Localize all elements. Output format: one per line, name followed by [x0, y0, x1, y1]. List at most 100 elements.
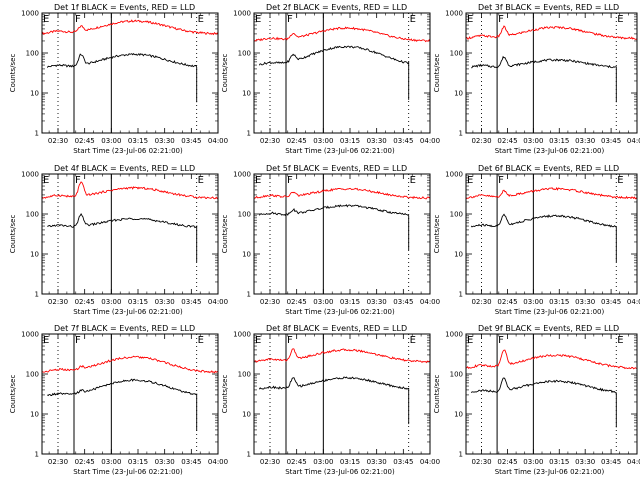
plot-frame	[41, 12, 219, 134]
marker-e: E	[467, 175, 473, 186]
x-tick-label: 04:00	[208, 137, 228, 145]
x-tick-label: 03:15	[549, 137, 569, 145]
x-tick-label: 03:30	[155, 298, 175, 306]
x-axis-label: Start Time (23-Jul-06 02:21:00)	[285, 308, 395, 316]
x-tick-label: 02:30	[260, 298, 280, 306]
lld-series-line	[465, 186, 638, 200]
events-series-line	[258, 376, 410, 425]
marker-e: E	[410, 14, 416, 25]
y-axis-label: Counts/sec	[221, 54, 229, 93]
y-tick-label: 10	[454, 411, 463, 419]
events-series-line	[46, 52, 198, 103]
x-tick-label: 03:45	[393, 458, 413, 466]
y-axis-label: Counts/sec	[9, 54, 17, 93]
x-axis-label: Start Time (23-Jul-06 02:21:00)	[495, 468, 605, 476]
x-tick-label: 02:45	[75, 137, 95, 145]
x-tick-label: 03:45	[181, 298, 201, 306]
x-tick-label: 02:45	[75, 298, 95, 306]
x-tick-label: 02:45	[287, 458, 307, 466]
x-tick-label: 03:45	[601, 137, 621, 145]
panel-det-6: Det 6f BLACK = Events, RED = LLD Start Ti…	[433, 164, 640, 316]
x-tick-label: 03:45	[393, 298, 413, 306]
x-tick-label: 04:00	[420, 298, 440, 306]
lld-series-line	[465, 25, 638, 40]
plot-frame	[253, 173, 431, 295]
panel-title: Det 1f BLACK = Events, RED = LLD	[54, 3, 195, 12]
x-tick-label: 03:45	[393, 137, 413, 145]
y-tick-label: 10	[454, 251, 463, 259]
plot-frame	[41, 173, 219, 295]
y-tick-label: 1	[247, 130, 251, 138]
panel-det-5: Det 5f BLACK = Events, RED = LLD Start Ti…	[221, 164, 440, 316]
y-tick-label: 100	[450, 50, 463, 58]
x-tick-label: 02:30	[471, 137, 491, 145]
y-tick-label: 1	[247, 451, 251, 459]
marker-e: E	[410, 175, 416, 186]
x-tick-label: 04:00	[208, 458, 228, 466]
events-series-line	[471, 55, 617, 103]
y-tick-label: 1	[35, 291, 39, 299]
x-tick-label: 03:15	[128, 137, 148, 145]
x-tick-label: 03:45	[181, 137, 201, 145]
y-tick-label: 1000	[445, 171, 463, 179]
x-tick-label: 03:00	[101, 137, 121, 145]
lld-series-line	[41, 181, 219, 200]
x-tick-label: 02:45	[497, 458, 517, 466]
y-tick-label: 1000	[21, 10, 39, 18]
x-tick-label: 04:00	[627, 137, 640, 145]
y-tick-label: 10	[30, 90, 39, 98]
plot-frame	[465, 173, 638, 295]
y-tick-label: 10	[454, 90, 463, 98]
x-tick-label: 04:00	[627, 298, 640, 306]
x-tick-label: 02:45	[497, 298, 517, 306]
marker-e: E	[43, 14, 49, 25]
y-tick-label: 1	[459, 291, 463, 299]
y-axis-label: Counts/sec	[433, 215, 441, 254]
y-axis-label: Counts/sec	[9, 375, 17, 414]
marker-e: E	[617, 14, 623, 25]
panel-title: Det 5f BLACK = Events, RED = LLD	[266, 164, 407, 173]
x-axis-label: Start Time (23-Jul-06 02:21:00)	[495, 147, 605, 155]
marker-f: F	[498, 175, 504, 186]
y-tick-label: 1	[247, 291, 251, 299]
x-tick-label: 02:30	[48, 137, 68, 145]
y-tick-label: 10	[30, 411, 39, 419]
y-axis-label: Counts/sec	[433, 54, 441, 93]
x-tick-label: 03:45	[601, 458, 621, 466]
plot-frame	[465, 12, 638, 134]
y-tick-label: 1000	[233, 171, 251, 179]
marker-e: E	[43, 175, 49, 186]
x-tick-label: 03:15	[549, 298, 569, 306]
x-tick-label: 03:15	[549, 458, 569, 466]
x-tick-label: 03:30	[575, 458, 595, 466]
lld-series-line	[253, 26, 431, 43]
lld-series-line	[465, 349, 637, 370]
y-tick-label: 1	[459, 451, 463, 459]
x-tick-label: 03:30	[367, 137, 387, 145]
x-tick-label: 03:15	[340, 137, 360, 145]
events-series-line	[258, 45, 410, 100]
x-tick-label: 02:30	[48, 458, 68, 466]
marker-f: F	[287, 175, 293, 186]
x-tick-label: 03:30	[367, 298, 387, 306]
x-tick-label: 02:30	[48, 298, 68, 306]
x-tick-label: 03:30	[575, 137, 595, 145]
marker-f: F	[287, 335, 293, 346]
x-tick-label: 03:30	[575, 298, 595, 306]
y-tick-label: 10	[242, 251, 251, 259]
x-axis-label: Start Time (23-Jul-06 02:21:00)	[285, 147, 395, 155]
x-tick-label: 03:30	[367, 458, 387, 466]
marker-f: F	[75, 175, 81, 186]
y-tick-label: 1	[35, 130, 39, 138]
marker-e: E	[617, 335, 623, 346]
panel-title: Det 3f BLACK = Events, RED = LLD	[478, 3, 619, 12]
x-tick-label: 03:15	[128, 298, 148, 306]
y-tick-label: 100	[26, 371, 39, 379]
marker-f: F	[287, 14, 293, 25]
x-tick-label: 03:15	[340, 458, 360, 466]
plot-frame	[253, 333, 431, 455]
x-tick-label: 02:45	[75, 458, 95, 466]
events-series-line	[258, 204, 410, 250]
marker-e: E	[617, 175, 623, 186]
y-tick-label: 1000	[21, 331, 39, 339]
